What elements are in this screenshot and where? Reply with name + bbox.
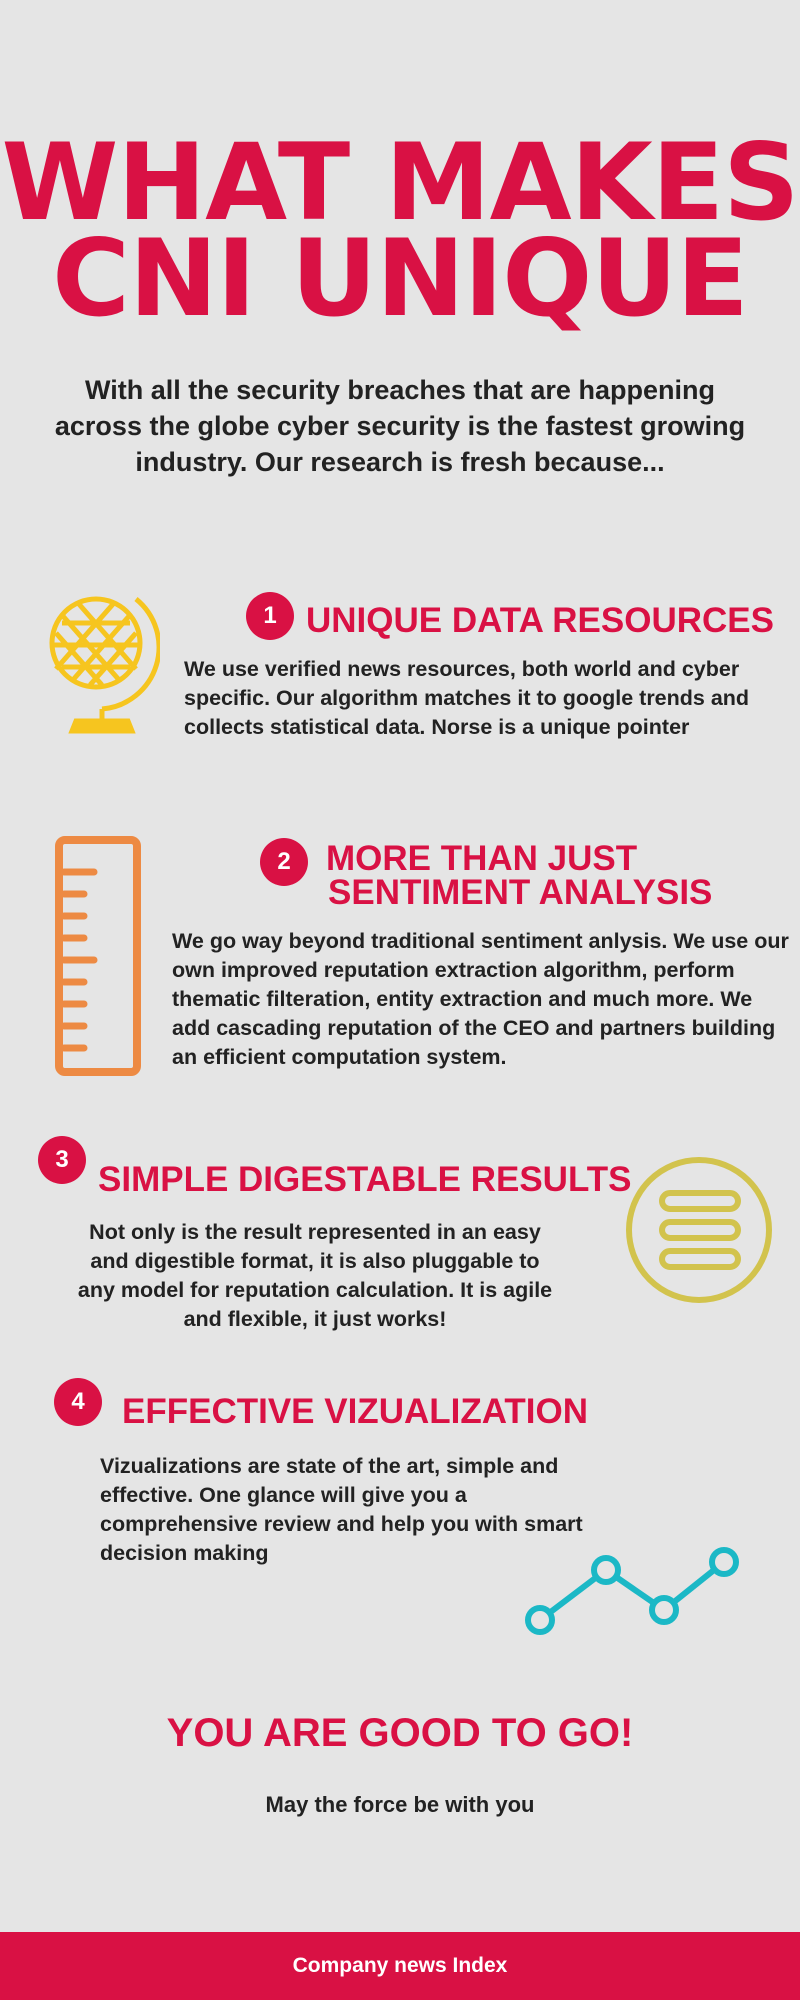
title-line-1: WHAT MAKES (1, 121, 799, 244)
section-2-heading-line-1: MORE THAN JUST (326, 839, 638, 878)
intro-text: With all the security breaches that are … (54, 375, 746, 477)
section-1-body: We use verified news resources, both wor… (184, 657, 750, 739)
closing-heading: YOU ARE GOOD TO GO! (166, 1711, 634, 1755)
section-3-number: 3 (38, 1136, 86, 1184)
ruler-icon (55, 836, 141, 1076)
globe-icon (49, 596, 160, 734)
section-3-body: Not only is the result represented in an… (77, 1220, 553, 1331)
section-2-body: We go way beyond traditional sentiment a… (172, 929, 789, 1069)
section-1-heading: UNIQUE DATA RESOURCES (306, 601, 774, 640)
title-line-2: CNI UNIQUE (52, 217, 749, 340)
section-4-number: 4 (54, 1378, 102, 1426)
page-title: WHAT MAKES CNI UNIQUE (0, 121, 800, 340)
section-1-number: 1 (246, 592, 294, 640)
section-4-body: Vizualizations are state of the art, sim… (100, 1454, 583, 1565)
section-2-number: 2 (260, 838, 308, 886)
menu-icon (626, 1157, 772, 1303)
section-4-heading: EFFECTIVE VIZUALIZATION (122, 1392, 589, 1431)
footer-text: Company news Index (292, 1954, 508, 1977)
line-chart-icon (525, 1547, 739, 1635)
section-3-heading: SIMPLE DIGESTABLE RESULTS (98, 1160, 632, 1199)
footer-bar: Company news Index (0, 1932, 800, 2000)
section-2-heading-line-2: SENTIMENT ANALYSIS (328, 873, 713, 912)
closing-subtext: May the force be with you (265, 1792, 535, 1817)
